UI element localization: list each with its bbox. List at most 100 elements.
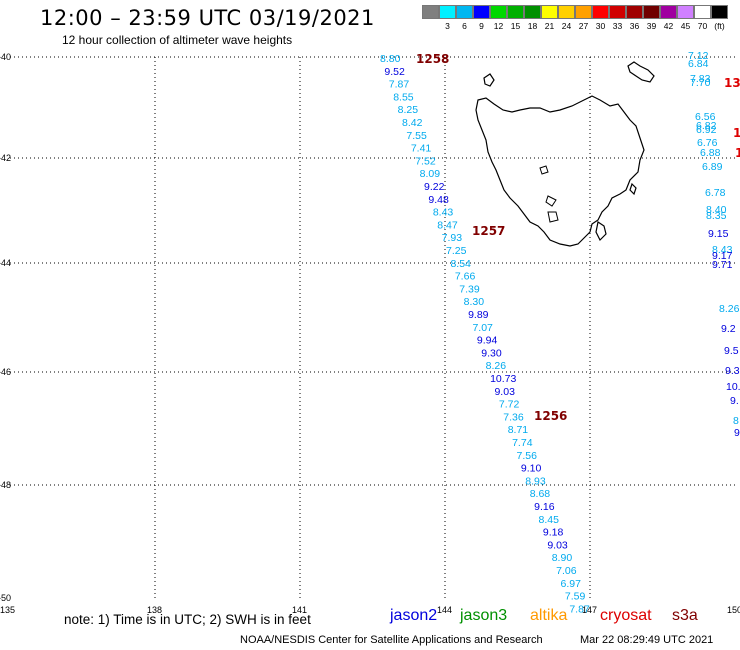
legend-label: 70 <box>697 21 708 31</box>
swh-value: 8.45 <box>539 514 560 526</box>
swh-value: 9.10 <box>521 463 542 475</box>
swh-value: 9.3 <box>725 365 740 377</box>
swh-value: 8.43 <box>433 207 454 219</box>
legend-swatch <box>473 5 490 19</box>
swh-value: 8.42 <box>402 117 423 129</box>
swh-value: 9.30 <box>481 347 502 359</box>
legend-label: (ft) <box>714 21 725 31</box>
x-tick-label: 135 <box>0 605 15 615</box>
legend-label: 45 <box>680 21 691 31</box>
swh-value: 9.16 <box>534 501 555 513</box>
y-tick-label: -50 <box>0 593 11 603</box>
swh-value: 9.89 <box>468 309 489 321</box>
swh-value: 7.59 <box>565 591 586 603</box>
y-tick-label: -48 <box>0 480 11 490</box>
x-tick-label: 138 <box>147 605 162 615</box>
legend-label: 9 <box>479 21 484 31</box>
legend-label: 3 <box>445 21 450 31</box>
swh-value: 8.40 <box>706 204 727 216</box>
swh-value: 9.48 <box>428 194 449 206</box>
x-tick-label: 150 <box>727 605 740 615</box>
swh-value: 8.93 <box>525 475 546 487</box>
legend-label: 15 <box>510 21 521 31</box>
swh-value: 9.94 <box>477 335 498 347</box>
legend-swatch <box>558 5 575 19</box>
swh-value: 8.26 <box>719 303 740 315</box>
satellite-label: jason3 <box>460 607 508 624</box>
swh-value: 9.03 <box>547 539 568 551</box>
swh-value: 8.30 <box>464 296 485 308</box>
swh-value: 8.26 <box>486 360 507 372</box>
units-note: note: 1) Time is in UTC; 2) SWH is in fe… <box>64 612 311 627</box>
map-title: 12:00 – 23:59 UTC 03/19/2021 <box>40 6 375 30</box>
legend-swatch <box>524 5 541 19</box>
generated-timestamp: Mar 22 08:29:49 UTC 2021 <box>580 634 714 646</box>
swh-value: 8.80 <box>380 53 401 65</box>
swh-value: 9.15 <box>708 228 729 240</box>
legend-swatch <box>422 5 439 19</box>
legend-swatch <box>490 5 507 19</box>
swh-value: 6.92 <box>696 124 717 136</box>
swh-value: 9.71 <box>712 259 733 271</box>
swh-value: 8.25 <box>398 104 419 116</box>
y-tick-label: -42 <box>0 153 11 163</box>
maria-island <box>629 182 637 196</box>
legend-swatch <box>592 5 609 19</box>
x-tick-label: 141 <box>292 605 307 615</box>
swh-value: 7.70 <box>690 77 711 89</box>
swh-value: 6.56 <box>695 111 716 123</box>
swh-value: 10. <box>726 381 740 393</box>
swh-value: 9.5 <box>724 345 739 357</box>
swh-value: 9. <box>730 395 739 407</box>
swh-value: 7.07 <box>472 322 493 334</box>
pass-label-east: 13 <box>724 76 740 90</box>
swh-value: 7.55 <box>406 130 427 142</box>
swh-value: 8.90 <box>552 552 573 564</box>
swh-value: 9.2 <box>721 323 736 335</box>
swh-value: 8.71 <box>508 424 529 436</box>
legend-swatch <box>643 5 660 19</box>
satellite-label: s3a <box>672 607 698 624</box>
y-tick-label: -44 <box>0 258 11 268</box>
swh-value: 7.93 <box>442 232 463 244</box>
legend-label: 33 <box>612 21 623 31</box>
swh-value: 6.89 <box>702 161 723 173</box>
swh-value: 10.73 <box>490 373 516 385</box>
legend-swatch <box>439 5 456 19</box>
swh-value: 9 <box>734 427 740 439</box>
swh-value: 7.66 <box>455 271 476 283</box>
swh-value: 7.56 <box>516 450 537 462</box>
swh-value: 6.82 <box>696 120 717 132</box>
legend-swatch <box>507 5 524 19</box>
swh-value: 6.88 <box>700 147 721 159</box>
swh-value: 8.35 <box>706 210 727 222</box>
legend-swatch <box>626 5 643 19</box>
pass-label-fragment: 1 <box>733 126 740 140</box>
legend-label: 36 <box>629 21 640 31</box>
x-tick-label: 144 <box>437 605 452 615</box>
legend-label: 42 <box>663 21 674 31</box>
swh-value: 8.09 <box>420 168 441 180</box>
swh-value: 8.55 <box>393 91 414 103</box>
legend-label: 12 <box>493 21 504 31</box>
legend-labels: 3 6 9 12 15 18 21 24 27 30 33 36 39 42 45 70 (ft) <box>422 19 728 31</box>
lat-lon-grid <box>10 56 735 598</box>
swh-value: 7.72 <box>499 399 520 411</box>
swh-value: 8.43 <box>712 244 733 256</box>
satellite-label: cryosat <box>600 607 652 624</box>
satellite-label: jason2 <box>390 607 438 624</box>
map-subtitle: 12 hour collection of altimeter wave hei… <box>62 33 293 47</box>
bruny-island <box>595 221 607 242</box>
pass-label: 1256 <box>534 409 567 423</box>
swh-value: 7.41 <box>411 143 432 155</box>
lake-outline <box>539 165 557 207</box>
y-tick-label: -46 <box>0 367 11 377</box>
swh-value: 7.87 <box>389 79 410 91</box>
altimeter-track-east: 7.126.84 7.837.70 6.566.826.926.766.88 6.89… <box>688 50 740 439</box>
pass-label: 1258 <box>416 52 449 66</box>
legend-label: 24 <box>561 21 572 31</box>
swh-value: 6.78 <box>705 187 726 199</box>
legend-swatch <box>711 5 728 19</box>
swh-value: 6.97 <box>561 578 582 590</box>
